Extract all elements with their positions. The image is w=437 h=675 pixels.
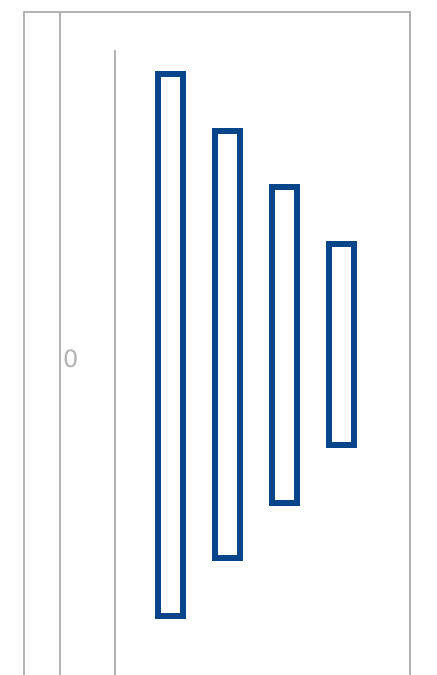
bar-1	[155, 71, 186, 619]
bar-3	[269, 184, 300, 506]
frame-top-line	[23, 11, 411, 13]
bar-4	[326, 241, 357, 448]
frame-left-line	[23, 11, 25, 675]
zero-label: 0	[63, 345, 79, 373]
frame-inner-line	[59, 11, 61, 675]
zero-guide-line	[114, 50, 116, 675]
frame-right-line	[409, 11, 411, 675]
bar-2	[212, 128, 243, 561]
